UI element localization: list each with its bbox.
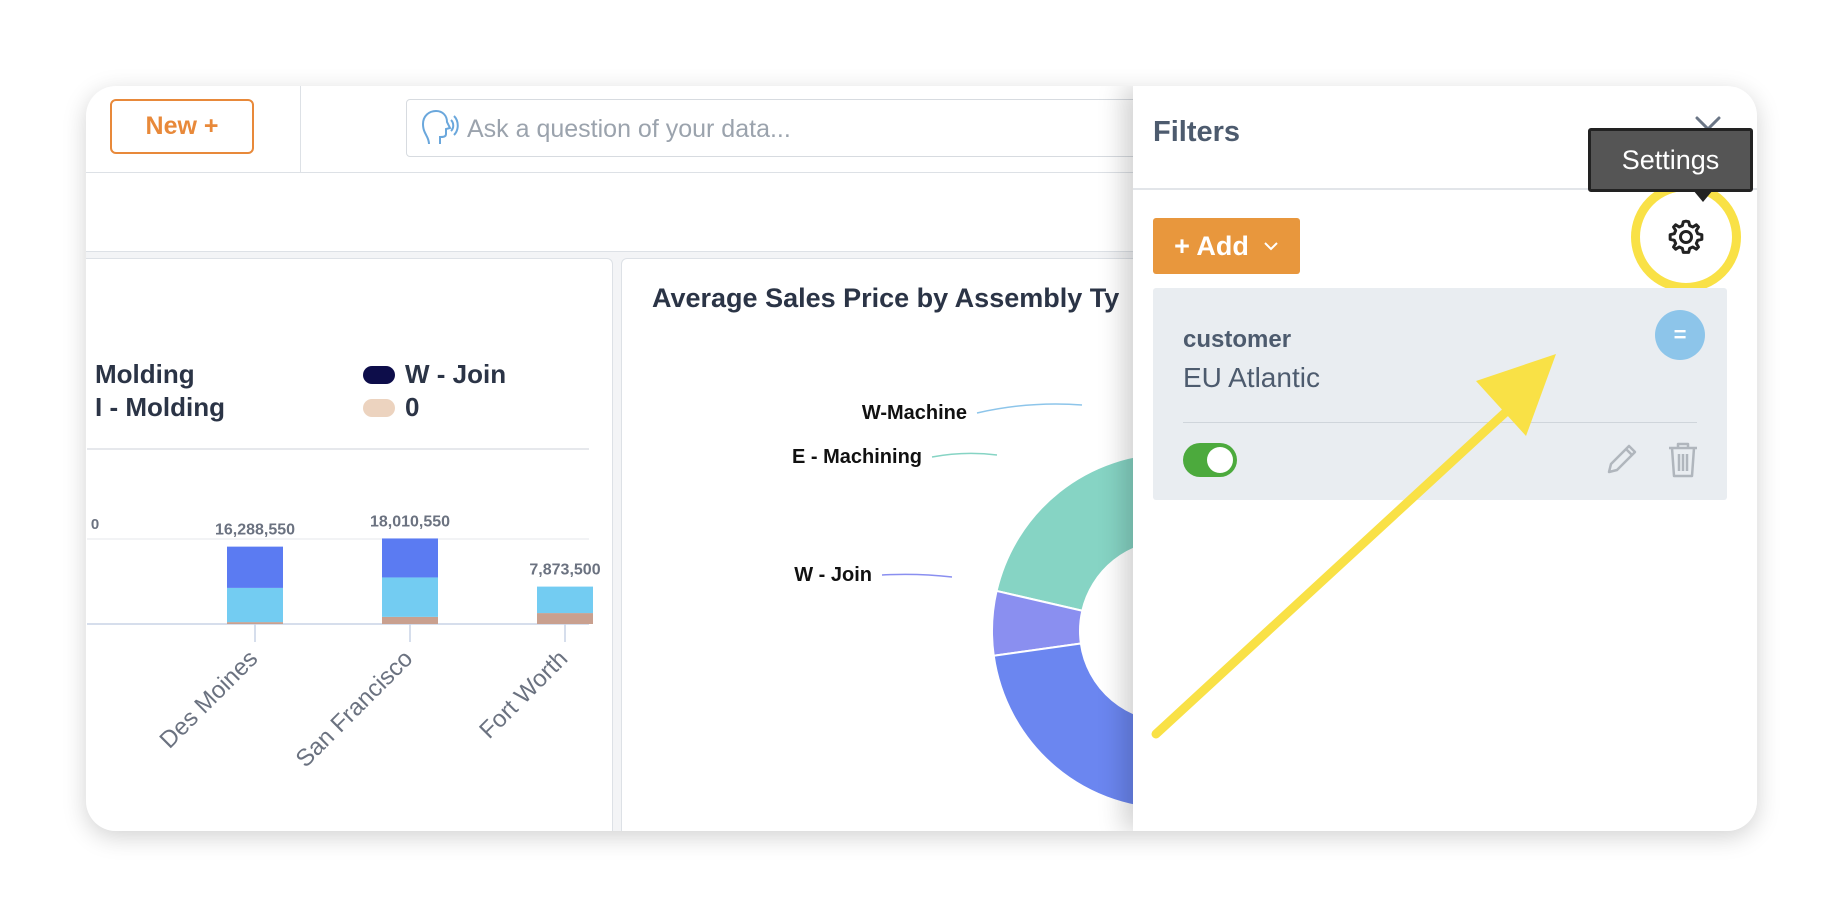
- new-button[interactable]: New +: [110, 99, 254, 154]
- toolbar-divider: [300, 86, 301, 172]
- bar-segment: [227, 622, 283, 624]
- filters-title: Filters: [1153, 116, 1241, 148]
- app-window: New + Ask a question of your data... Mol…: [86, 86, 1757, 831]
- filters-divider: [1133, 188, 1757, 190]
- legend-item-i-molding[interactable]: I - Molding: [86, 392, 225, 423]
- chevron-down-icon: [1264, 242, 1278, 251]
- toggle-knob: [1207, 447, 1233, 473]
- x-tick-label: Des Moines: [155, 645, 264, 754]
- search-placeholder: Ask a question of your data...: [467, 115, 791, 143]
- filter-item: customer EU Atlantic =: [1153, 288, 1727, 500]
- add-filter-label: + Add: [1174, 230, 1249, 261]
- bar-segment: [227, 587, 283, 623]
- settings-button[interactable]: [1631, 182, 1741, 292]
- leader-line: [931, 452, 998, 458]
- filter-divider: [1183, 422, 1697, 423]
- bar-segment: [382, 616, 438, 624]
- donut-chart: W-Machine E - Machining W - Join: [792, 402, 1222, 810]
- add-filter-button[interactable]: + Add: [1153, 218, 1300, 274]
- filters-panel: Filters + Add customer EU Atlantic =: [1133, 86, 1757, 831]
- settings-tooltip: Settings: [1588, 128, 1753, 192]
- legend-item-0[interactable]: 0: [363, 392, 419, 423]
- legend-label: I - Molding: [95, 392, 225, 422]
- bar-segment: [537, 586, 593, 614]
- legend-item-w-join[interactable]: W - Join: [363, 359, 506, 390]
- donut-slice: [992, 642, 1178, 810]
- bar-segment: [227, 546, 283, 588]
- filter-enabled-toggle[interactable]: [1183, 443, 1237, 477]
- donut-slice: [991, 589, 1084, 657]
- bar-segment: [382, 538, 438, 578]
- gear-icon: [1668, 219, 1704, 254]
- slice-label: E - Machining: [792, 446, 922, 468]
- legend-item-molding[interactable]: Molding: [86, 359, 195, 390]
- bar-chart: 0 16,288,550 Des Moines 18,010,550 San Franc…: [87, 448, 601, 773]
- bar-segment: [382, 577, 438, 617]
- edit-icon[interactable]: [1601, 440, 1641, 480]
- bar-total-label: 16,288,550: [215, 522, 295, 539]
- legend-label: W - Join: [405, 359, 507, 389]
- bar-chart-panel: Molding W - Join I - Molding 0 0 16,288,5…: [86, 258, 613, 831]
- slice-label: W - Join: [794, 564, 872, 586]
- filter-field: customer: [1183, 326, 1292, 353]
- bar-segment: [537, 613, 593, 624]
- filter-operator-badge[interactable]: =: [1655, 310, 1705, 360]
- legend-label: 0: [405, 392, 420, 422]
- x-tick-label: San Francisco: [291, 645, 419, 773]
- x-tick-label: Fort Worth: [474, 645, 573, 744]
- legend-swatch: [363, 398, 395, 417]
- leader-line: [881, 573, 953, 578]
- bar-total-label: 0: [91, 516, 99, 533]
- tooltip-arrow: [1693, 190, 1713, 202]
- filter-value: EU Atlantic: [1183, 362, 1320, 393]
- trash-icon[interactable]: [1665, 440, 1701, 480]
- bar-total-label: 18,010,550: [370, 513, 450, 530]
- legend-label: Molding: [95, 359, 195, 389]
- chart-title: Average Sales Price by Assembly Ty: [652, 283, 1120, 313]
- voice-search-icon[interactable]: [415, 106, 459, 150]
- slice-label: W-Machine: [862, 402, 967, 424]
- leader-line: [976, 403, 1083, 414]
- legend-swatch: [363, 365, 395, 384]
- bar-total-label: 7,873,500: [529, 562, 600, 579]
